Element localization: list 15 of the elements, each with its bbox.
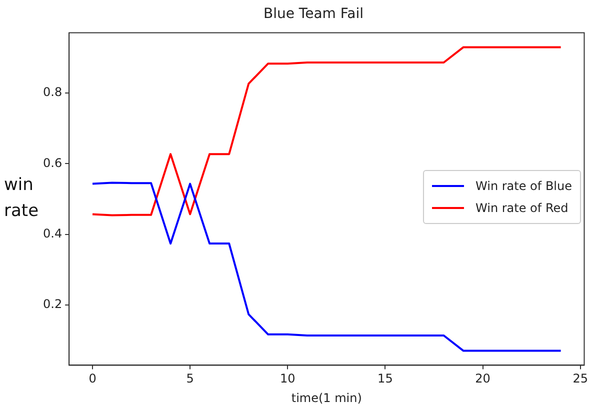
chart-title: Blue Team Fail — [263, 6, 364, 22]
y-axis-title: win rate — [4, 174, 40, 223]
y-tick-label: 0.2 — [42, 297, 62, 312]
x-axis-title: time(1 min) — [291, 390, 362, 405]
x-tick-label: 10 — [280, 372, 296, 386]
y-tick-label: 0.6 — [42, 156, 62, 170]
y-tick-label: 0.8 — [42, 85, 62, 100]
legend-label: Win rate of Red — [476, 201, 568, 215]
x-tick-label: 25 — [572, 372, 588, 386]
legend-label: Win rate of Blue — [476, 179, 572, 193]
x-tick-label: 0 — [88, 372, 96, 386]
y-tick-label: 0.4 — [42, 226, 62, 240]
x-tick-label: 15 — [378, 372, 393, 386]
x-tick-label: 5 — [186, 372, 194, 386]
x-tick-label: 20 — [475, 372, 490, 386]
